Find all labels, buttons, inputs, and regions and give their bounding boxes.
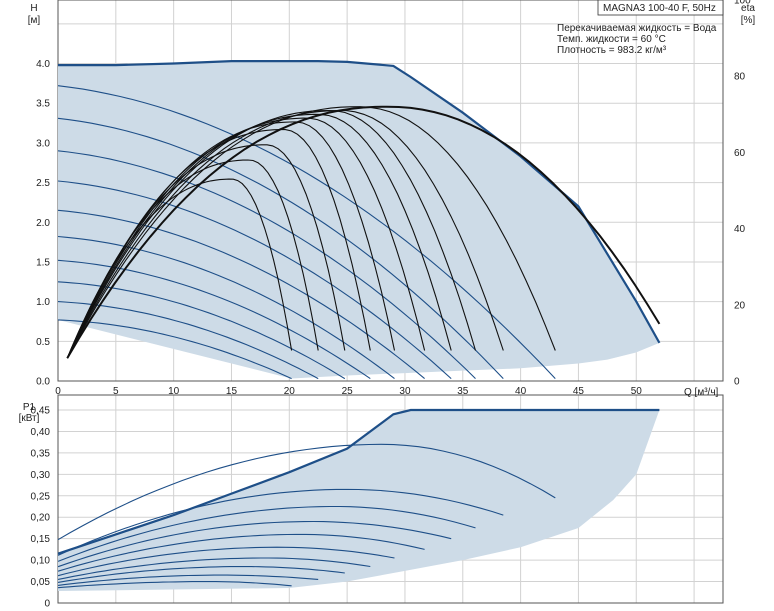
y2-axis-label: eta [741,3,755,14]
p1-tick-label: 0,25 [31,491,51,502]
x-tick-label: 20 [284,386,296,397]
y2-tick-label: 20 [734,300,746,311]
x-tick-label: 0 [55,386,61,397]
y2-tick-label: 100 [734,0,751,7]
y2-tick-label: 40 [734,224,746,235]
info-line-2: Темп. жидкости = 60 °C [557,34,666,45]
y-tick-label: 2.5 [36,178,50,189]
p1-tick-label: 0,20 [31,513,51,524]
power-curve-max [57,408,660,555]
p1-tick-label: 0,10 [31,556,51,567]
power-operating-area [58,410,660,591]
y2-tick-label: 80 [734,72,746,83]
efficiency-curve-0 [66,105,661,359]
y2-tick-label: 0 [734,377,740,388]
power-curve-2 [57,488,504,556]
head-curve-9 [57,301,319,380]
info-line-1: Перекачиваемая жидкость = Вода [557,23,717,34]
power-curve-4 [57,520,452,568]
power-curve-9 [57,574,319,586]
y-tick-label: 4.0 [36,59,50,70]
p1-tick-label: 0,05 [31,577,51,588]
x-tick-label: 40 [515,386,527,397]
head-curve-3 [57,150,476,379]
power-curve-3 [57,505,476,562]
x-tick-label: 15 [226,386,238,397]
head-curve-1 [57,85,556,379]
x-axis-label: Q [м³/ч] [684,387,719,398]
head-curve-10 [57,319,292,380]
x-tick-label: 10 [168,386,180,397]
head-curve-5 [57,209,425,380]
power-panel: 0 0,05 0,10 0,15 0,20 0,25 0,30 0,35 0,40 0,45 [31,394,724,610]
y-tick-label: 3.0 [36,138,50,149]
p1-tick-label: 0,45 [31,406,51,417]
head-operating-area [58,61,660,379]
p1-tick-label: 0,40 [31,427,51,438]
y-tick-label: 2.0 [36,218,50,229]
efficiency-curve-2 [66,109,504,359]
power-curve-7 [57,557,371,580]
x-tick-label: 50 [631,386,643,397]
power-curve-8 [57,565,345,583]
p1-axis-unit: [кВт] [19,413,40,424]
x-tick-label: 35 [457,386,469,397]
y-tick-label: 0.0 [36,377,50,388]
x-tick-label: 45 [573,386,585,397]
power-curve-10 [57,581,292,589]
y-tick-label: 1.0 [36,297,50,308]
p1-tick-label: 0,30 [31,470,51,481]
p1-tick-label: 0,35 [31,448,51,459]
power-curve-6 [57,546,395,577]
title-box [597,0,724,16]
head-efficiency-panel: 0 5 10 15 20 25 30 35 40 45 50 0.0 0.5 1.0 1.5 2.0 2.5 3.… [36,0,751,397]
y2-axis-unit: [%] [741,15,756,26]
head-curve-7 [57,259,371,380]
efficiency-curve-10 [66,178,293,359]
x-tick-label: 5 [113,386,119,397]
y-axis-label: H [30,3,37,14]
power-curve-5 [57,533,425,572]
y-tick-label: 3.5 [36,99,50,110]
info-line-3: Плотность = 983.2 кг/м³ [557,45,667,56]
y-tick-label: 1.5 [36,257,50,268]
p1-axis-label: P1 [23,402,36,413]
y-tick-label: 0.5 [36,337,50,348]
power-curve-1 [57,443,556,541]
x-tick-label: 30 [399,386,411,397]
head-curve-6 [57,235,395,380]
p1-tick-label: 0 [44,599,50,610]
efficiency-curve-9 [66,159,319,359]
x-tick-label: 25 [342,386,354,397]
p1-tick-label: 0,15 [31,534,51,545]
head-curve-4 [57,180,452,380]
head-curve-8 [57,281,346,380]
y2-tick-label: 60 [734,148,746,159]
chart-title: MAGNA3 100-40 F, 50Hz [603,3,716,14]
bottom-frame [57,394,724,604]
y-axis-unit: [м] [28,15,41,26]
head-curve-max [58,60,661,344]
efficiency-curve-3 [66,109,477,359]
